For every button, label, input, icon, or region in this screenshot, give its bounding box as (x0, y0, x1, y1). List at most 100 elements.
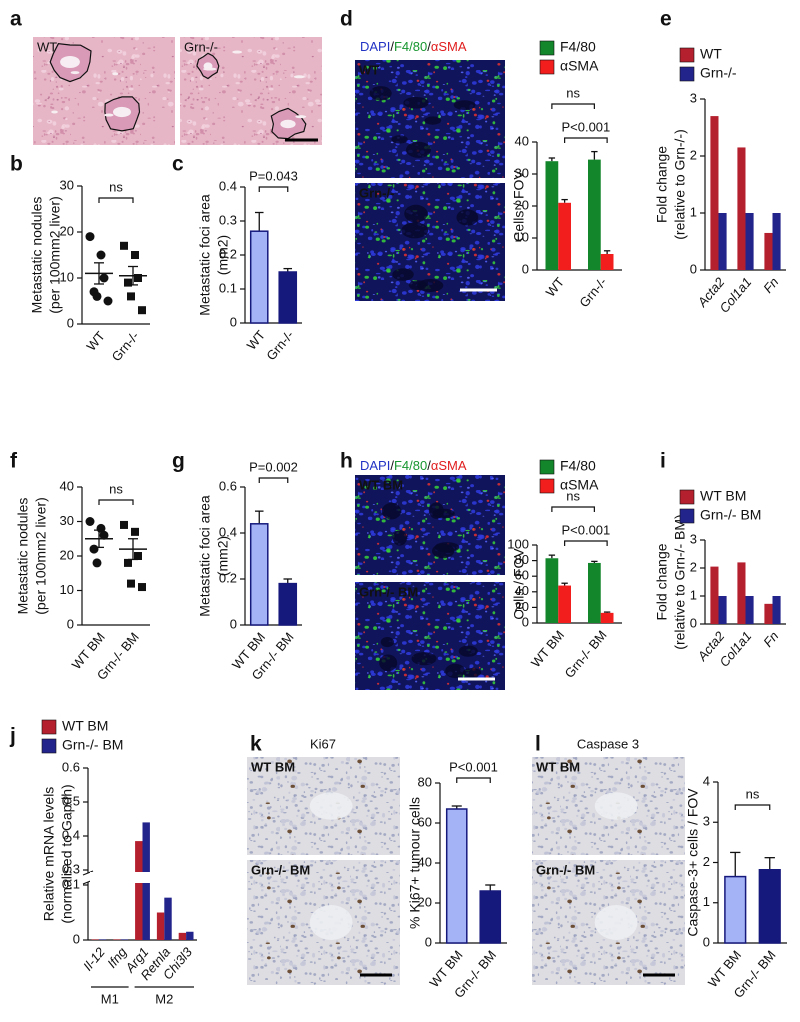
bar (588, 562, 601, 623)
y-axis-label: (per 100mm2 liver) (47, 196, 63, 313)
x-tick-label: Grn-/- (263, 327, 296, 363)
image-label: WT BM (536, 759, 580, 774)
void (458, 645, 478, 657)
y-tick-label: 20 (515, 599, 529, 614)
data-point (127, 292, 135, 301)
bar (278, 271, 298, 324)
void (403, 96, 429, 109)
y-axis-label: (mm2) (215, 235, 231, 275)
legend-label: WT BM (700, 488, 746, 504)
y-tick-label: 0 (425, 934, 432, 949)
bar (718, 596, 727, 624)
annotation: ns (746, 786, 760, 801)
legend-label: F4/80 (560, 458, 596, 474)
legend-swatch (41, 719, 57, 735)
bracket (456, 777, 491, 783)
stain-part: / (390, 458, 394, 473)
annotation: ns (566, 488, 580, 503)
legend-swatch (539, 40, 555, 56)
image-label: WT BM (251, 759, 295, 774)
vessel (104, 113, 114, 117)
x-tick-label: Fn (760, 628, 781, 649)
legend-swatch (679, 47, 695, 63)
data-point (131, 251, 139, 259)
y-tick-label: 0.1 (62, 876, 80, 891)
void (380, 637, 395, 648)
void (392, 530, 407, 546)
data-point (85, 232, 95, 242)
data-point (89, 544, 99, 554)
y-tick-label: 0 (522, 261, 529, 276)
bracket (258, 186, 289, 192)
y-tick-label: 3 (690, 531, 697, 546)
image-label: WT (359, 62, 379, 77)
void (406, 141, 431, 158)
panel-letter: c (172, 153, 184, 176)
y-tick-label: 0 (73, 931, 80, 946)
y-tick-label: 0.4 (62, 827, 80, 842)
y-tick-label: 0.2 (219, 246, 237, 261)
y-tick-label: 10 (60, 269, 74, 284)
y-tick-label: 0 (690, 261, 697, 276)
stain-part: F4/80 (394, 458, 427, 473)
y-axis-label: Cells / FOV (511, 548, 527, 620)
annotation: ns (566, 85, 580, 100)
y-tick-label: 10 (515, 229, 529, 244)
data-point (134, 274, 142, 282)
bar (278, 582, 298, 626)
y-axis-label: Relative mRNA levels (41, 787, 57, 922)
vessel (70, 71, 80, 75)
y-tick-label: 0 (703, 934, 710, 949)
y-tick-label: 100 (507, 536, 529, 551)
lumen (113, 106, 131, 118)
void (411, 652, 437, 666)
bar (545, 558, 559, 623)
bar (600, 254, 614, 270)
bar (737, 147, 746, 270)
panel-letter: f (10, 450, 18, 473)
y-axis-label: (per 100mm2 liver) (33, 497, 49, 614)
data-point (138, 306, 146, 315)
group-label: M2 (155, 991, 173, 1006)
y-tick-label: 1 (690, 587, 697, 602)
bracket (564, 540, 608, 546)
bar (718, 213, 727, 270)
void (392, 268, 414, 281)
legend-swatch (679, 508, 695, 524)
panel-letter: d (340, 8, 353, 31)
bar (156, 912, 165, 940)
data-point (124, 558, 132, 567)
group-label: M1 (101, 991, 119, 1006)
image-label: WT BM (359, 477, 403, 492)
y-tick-label: 0.2 (219, 570, 237, 585)
stain-label: DAPI/F4/80/αSMA (360, 39, 467, 54)
y-tick-label: 2 (690, 147, 697, 162)
bar (758, 868, 781, 944)
data-point (138, 583, 146, 592)
bar (772, 213, 781, 270)
y-tick-label: 0 (67, 616, 74, 631)
y-tick-label: 40 (60, 478, 74, 493)
bar (120, 939, 129, 940)
y-tick-label: 40 (515, 133, 529, 148)
image-title: Ki67 (310, 736, 336, 751)
bar (98, 939, 107, 940)
void (401, 222, 429, 239)
legend-label: Grn-/- BM (700, 507, 761, 523)
y-axis-label: (relative to Grn-/- BM) (672, 514, 688, 649)
y-tick-label: 10 (60, 582, 74, 597)
void (434, 542, 460, 553)
void (404, 204, 428, 223)
data-point (134, 552, 142, 560)
y-tick-label: 60 (515, 568, 529, 583)
bracket (98, 499, 134, 505)
y-tick-label: 40 (418, 854, 432, 869)
y-axis-label: (normalised to Gapdh) (59, 784, 75, 923)
y-tick-label: 4 (703, 773, 710, 788)
stain-part: αSMA (431, 458, 467, 473)
image-title: Caspase 3 (577, 736, 639, 751)
legend-label: αSMA (560, 58, 599, 74)
y-axis-label: Caspase-3+ cells / FOV (685, 788, 701, 937)
y-tick-label: 0.5 (62, 793, 80, 808)
